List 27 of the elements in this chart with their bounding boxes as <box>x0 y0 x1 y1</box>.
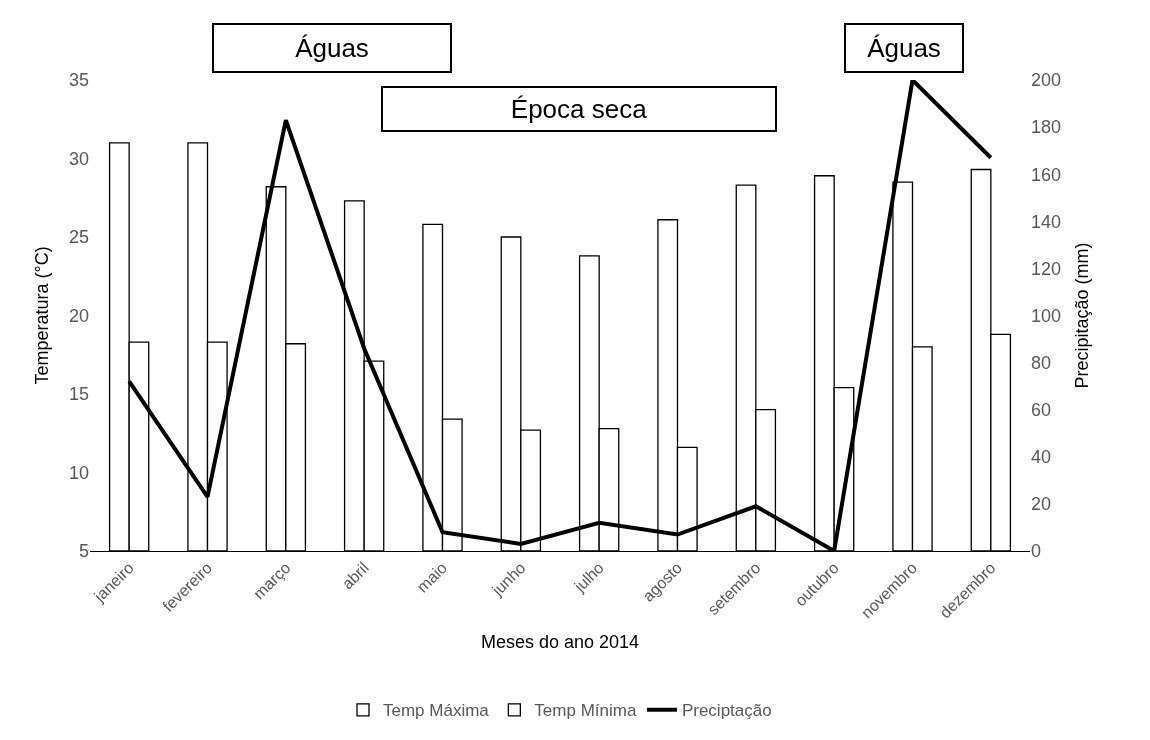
y-tick-label: 10 <box>68 462 89 483</box>
y2-tick-label: 160 <box>1031 164 1062 185</box>
y-tick-label: 35 <box>68 70 89 91</box>
y2-tick-label: 200 <box>1031 70 1062 91</box>
y2-tick-label: 60 <box>1031 400 1052 420</box>
y-tick-label: 15 <box>68 384 89 405</box>
y2-tick-label: 20 <box>1031 494 1052 515</box>
y2-tick-label: 40 <box>1031 447 1052 468</box>
annotation: Época seca <box>510 94 648 124</box>
legend-label: Temp Mínima <box>534 701 637 721</box>
legend-label: Preciptação <box>681 701 772 721</box>
y-tick-label: 20 <box>68 305 89 326</box>
y-axis-title: Temperatura (°C) <box>32 246 53 385</box>
y-tick-label: 5 <box>78 541 89 562</box>
y-tick-label: 25 <box>68 227 89 248</box>
y2-tick-label: 0 <box>1031 541 1042 562</box>
text: Águas <box>295 33 369 63</box>
x-axis-title: Meses do ano 2014 <box>480 632 640 653</box>
y2-tick-label: 100 <box>1031 305 1062 326</box>
y2-tick-label: 80 <box>1031 352 1052 373</box>
y2-tick-label: 120 <box>1031 258 1062 279</box>
y2-tick-label: 140 <box>1031 211 1062 232</box>
y-tick-label: 30 <box>68 148 89 169</box>
legend-label: Temp Máxima <box>383 701 490 721</box>
y2-axis-title: Precipitação (mm) <box>1072 242 1093 389</box>
text: Águas <box>867 33 941 63</box>
y2-tick-label: 180 <box>1031 117 1062 138</box>
